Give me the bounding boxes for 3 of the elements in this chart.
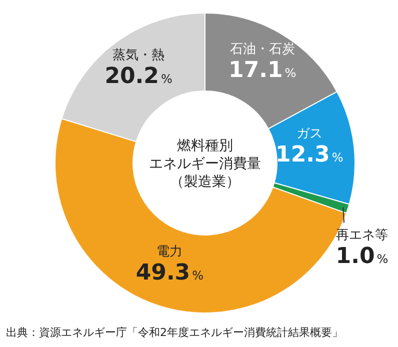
text: （製造業） (170, 174, 240, 190)
source-note: 出典：資源エネルギー庁「令和2年度エネルギー消費統計結果概要」 (6, 326, 343, 339)
text: 燃料種別エネルギー消費量 (149, 138, 261, 172)
